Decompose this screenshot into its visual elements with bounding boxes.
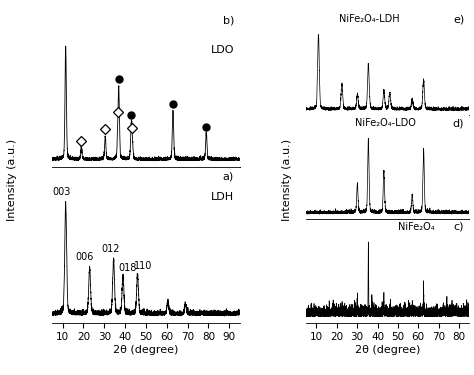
Text: LDO: LDO (210, 45, 234, 56)
Text: Intensity (a.u.): Intensity (a.u.) (282, 139, 292, 221)
Text: c): c) (454, 222, 465, 232)
Text: NiFe₂O₄-LDH: NiFe₂O₄-LDH (339, 14, 400, 24)
Text: 110: 110 (134, 261, 152, 270)
Text: LDH: LDH (211, 192, 234, 202)
Text: 018: 018 (118, 262, 137, 273)
Text: d): d) (453, 118, 465, 128)
Text: 012: 012 (101, 244, 120, 254)
X-axis label: 2θ (degree): 2θ (degree) (113, 345, 179, 355)
Text: a): a) (223, 171, 234, 182)
Text: NiFe₂O₄-LDO: NiFe₂O₄-LDO (355, 118, 416, 128)
Text: NiFe₂O₄: NiFe₂O₄ (398, 222, 434, 232)
Text: e): e) (453, 14, 465, 24)
Text: Intensity (a.u.): Intensity (a.u.) (7, 139, 17, 221)
X-axis label: 2θ (degree): 2θ (degree) (355, 345, 420, 355)
Text: 003: 003 (52, 187, 71, 197)
Text: b): b) (223, 16, 234, 26)
Text: 006: 006 (75, 252, 94, 262)
